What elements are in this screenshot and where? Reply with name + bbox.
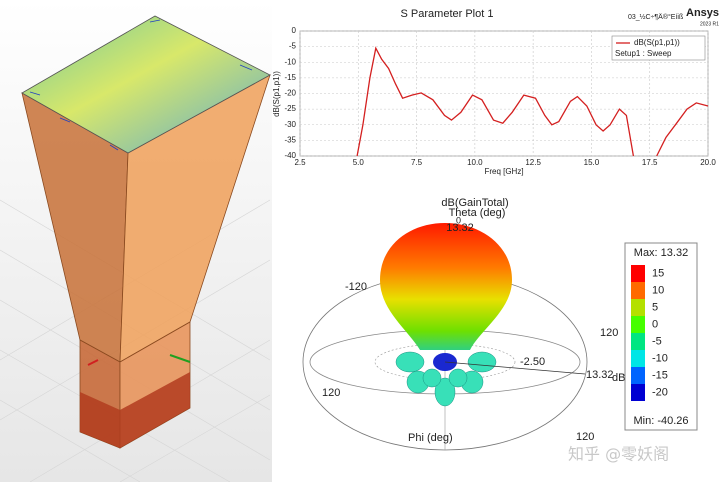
colorbar-tick-label: 0 <box>652 318 658 330</box>
y-tick-label: -10 <box>284 57 296 66</box>
colorbar-tick-label: -5 <box>652 335 662 347</box>
radius-min: -2.50 <box>520 356 545 368</box>
colorbar-min: Min: -40.26 <box>633 415 688 427</box>
data-line <box>356 46 709 157</box>
x-tick-label: 10.0 <box>467 158 483 167</box>
colorbar-tick-label: 10 <box>652 284 664 296</box>
axis-triad <box>87 354 191 366</box>
aperture-field <box>21 15 271 154</box>
colorbar-tick-label: 15 <box>652 267 664 279</box>
file-label: 03_½C÷¶Ä®°Eíiß <box>628 13 683 21</box>
colorbar-swatch <box>631 384 645 401</box>
x-tick-label: 7.5 <box>411 158 423 167</box>
colorbar-swatch <box>631 350 645 367</box>
x-axis-label: Freq [GHz] <box>484 167 523 176</box>
main-lobe <box>380 223 512 350</box>
side-lobes <box>395 351 497 407</box>
colorbar-max: Max: 13.32 <box>634 247 688 259</box>
horn-view <box>0 0 272 483</box>
angle-label: 120 <box>600 327 618 339</box>
colorbar-swatch <box>631 265 645 282</box>
theta-label: Theta (deg) <box>449 207 506 219</box>
x-tick-label: 2.5 <box>294 158 306 167</box>
colorbar-tick-label: -20 <box>652 386 668 398</box>
radius-max: 13.32 <box>586 369 614 381</box>
x-tick-label: 17.5 <box>642 158 658 167</box>
y-tick-label: -40 <box>284 151 296 160</box>
colorbar-tick-label: -15 <box>652 369 668 381</box>
colorbar-swatch <box>631 299 645 316</box>
colorbar-tick-label: 5 <box>652 301 658 313</box>
y-tick-label: -20 <box>284 89 296 98</box>
x-tick-label: 15.0 <box>584 158 600 167</box>
phi-label: Phi (deg) <box>408 432 453 444</box>
peak-value: 13.32 <box>446 222 474 234</box>
x-tick-label: 12.5 <box>525 158 541 167</box>
colorbar-swatch <box>631 367 645 384</box>
brand: Ansys <box>686 7 719 19</box>
colorbar-tick-label: -10 <box>652 352 668 364</box>
s-parameter-chart: S Parameter Plot 1 03_½C÷¶Ä®°Eíiß Ansys … <box>272 7 719 176</box>
angle-label: 120 <box>322 387 340 399</box>
x-tick-label: 20.0 <box>700 158 716 167</box>
y-tick-label: 0 <box>292 26 297 35</box>
y-tick-label: -5 <box>289 42 297 51</box>
colorbar-swatch <box>631 316 645 333</box>
chart-title: S Parameter Plot 1 <box>401 8 494 20</box>
theta-zero: 0 <box>456 215 461 225</box>
colorbar-swatch <box>631 282 645 299</box>
pattern-title: dB(GainTotal) <box>441 197 508 209</box>
field-arrows <box>29 19 253 151</box>
waveguide-port <box>80 372 190 448</box>
gain-pattern: dB(GainTotal) Theta (deg) 0 13.32 -120 1… <box>302 197 698 451</box>
legend-label: dB(S(p1,p1)) <box>634 38 680 47</box>
angle-label: 120 <box>576 431 594 443</box>
radius-axis <box>444 361 586 375</box>
version: 2023 R1 <box>700 21 719 27</box>
y-tick-label: -15 <box>284 73 296 82</box>
angle-label: -120 <box>345 281 367 293</box>
watermark: 知乎 @零妖阁 <box>568 445 669 464</box>
x-tick-label: 5.0 <box>353 158 365 167</box>
y-tick-label: -30 <box>284 120 296 129</box>
legend-note: Setup1 : Sweep <box>615 49 672 58</box>
y-axis-label: dB(S(p1,p1)) <box>272 71 281 117</box>
y-tick-label: -35 <box>284 135 296 144</box>
y-tick-label: -25 <box>284 104 296 113</box>
legend-box <box>611 35 706 61</box>
colorbar-swatch <box>631 333 645 350</box>
